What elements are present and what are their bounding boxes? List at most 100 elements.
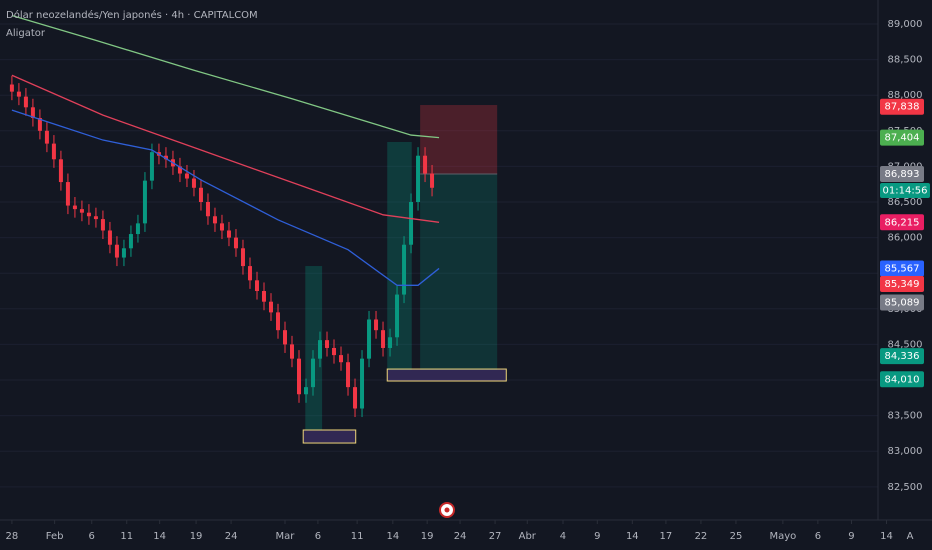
price-tag [880, 166, 924, 183]
candle-body [30, 107, 35, 118]
price-tag [880, 294, 924, 311]
box [386, 368, 507, 382]
price-tag-label: 86,215 [885, 217, 920, 228]
price-tag-label: 85,349 [885, 279, 920, 290]
x-tick-label: 11 [351, 531, 364, 542]
x-tick-label: 14 [153, 531, 166, 542]
candle-body [339, 355, 344, 363]
y-tick-label: 86,000 [888, 233, 923, 244]
candle-body [289, 344, 294, 359]
x-tick-label: 27 [489, 531, 502, 542]
candle-body [346, 362, 351, 388]
candle-body [184, 173, 189, 179]
candle-body [261, 291, 266, 302]
y-tick-label: 86,500 [888, 197, 923, 208]
candle-body [37, 117, 42, 131]
candle-body [44, 130, 49, 144]
candle-body [205, 202, 210, 217]
y-tick-label: 83,000 [888, 446, 923, 457]
candle-body [72, 205, 77, 210]
x-tick-label: 6 [815, 531, 821, 542]
candle-body [430, 173, 435, 188]
candle-body [297, 358, 302, 395]
candle-body [409, 202, 414, 245]
y-tick-label: 88,500 [888, 55, 923, 66]
x-tick-label: 14 [386, 531, 399, 542]
candle-body [114, 244, 119, 258]
candle-body [79, 209, 84, 213]
candle-body [177, 166, 182, 174]
x-tick-label: 6 [89, 531, 95, 542]
candle-body [416, 155, 421, 203]
zone [305, 266, 323, 430]
price-tag [880, 98, 924, 115]
candle-body [381, 330, 386, 348]
candle-body [100, 219, 105, 231]
candle-body [107, 230, 112, 245]
auto-scale-button[interactable]: A [907, 531, 914, 542]
box [302, 429, 357, 444]
x-tick-label: 14 [880, 531, 893, 542]
chart-title: Dólar neozelandés/Yen japonés · 4h · CAP… [6, 9, 258, 21]
candle-body [275, 312, 280, 331]
price-tag [880, 214, 924, 231]
candle-body [86, 212, 91, 217]
x-tick-label: Feb [46, 531, 64, 542]
candle-body [121, 248, 126, 258]
event-marker-dot [444, 507, 450, 513]
price-tag [880, 348, 924, 365]
x-tick-label: 28 [6, 531, 19, 542]
candle-body [374, 319, 379, 331]
x-tick-label: 24 [225, 531, 238, 542]
candle-body [219, 223, 224, 231]
candle-body [332, 347, 337, 356]
candle-body [233, 237, 238, 249]
candle-body [16, 91, 21, 97]
x-tick-label: 19 [421, 531, 434, 542]
candle-body [353, 387, 358, 409]
candle-body [128, 234, 133, 249]
indicator-name: Aligator [6, 28, 46, 39]
candle-body [163, 155, 168, 160]
candle-body [360, 358, 365, 409]
candle-body [423, 155, 428, 174]
x-tick-label: 11 [120, 531, 133, 542]
moving-average [11, 109, 440, 286]
zone [387, 141, 412, 371]
price-tag-label: 87,404 [885, 133, 920, 144]
x-tick-label: 9 [594, 531, 600, 542]
candle-body [226, 230, 231, 238]
candle-body [254, 280, 259, 292]
candle-body [304, 387, 309, 395]
candle-body [142, 180, 147, 224]
candle-body [9, 84, 14, 92]
candle-body [268, 301, 273, 313]
x-tick-label: 9 [848, 531, 854, 542]
x-tick-label: 14 [626, 531, 639, 542]
candle-body [198, 187, 203, 203]
candle-body [311, 358, 316, 388]
price-tag-label: 87,838 [885, 102, 920, 113]
candle-body [51, 143, 56, 160]
candle-body [149, 152, 154, 181]
price-tag [880, 260, 924, 277]
candle-body [191, 178, 196, 188]
price-tag-label: 84,010 [885, 374, 920, 385]
price-tag-label: 85,567 [885, 263, 920, 274]
countdown: 01:14:56 [883, 186, 928, 197]
candle-body [402, 244, 407, 295]
position-reward [420, 174, 498, 371]
price-tag [880, 129, 924, 146]
candle-body [93, 216, 98, 220]
candle-body [212, 216, 217, 224]
candle-body [318, 340, 323, 359]
price-tag-label: 85,089 [885, 297, 920, 308]
candle-body [135, 223, 140, 235]
price-tag [880, 371, 924, 388]
price-tag-label: 86,893 [885, 169, 920, 180]
x-tick-label: 6 [315, 531, 321, 542]
x-tick-label: 25 [730, 531, 743, 542]
candle-body [240, 248, 245, 267]
